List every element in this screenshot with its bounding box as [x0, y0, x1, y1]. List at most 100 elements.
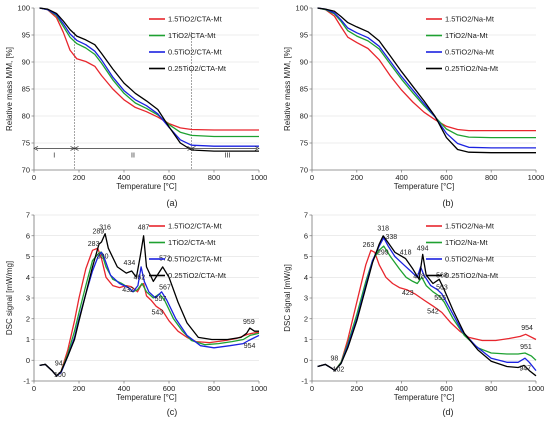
legend-label: 0.5TiO2/Na-Mt — [445, 255, 495, 264]
peak-annotation: 318 — [377, 226, 389, 233]
y-tick-label: 80 — [300, 112, 308, 121]
peak-annotation: 462 — [133, 274, 145, 281]
peak-annotation: 555 — [434, 295, 446, 302]
series-line-1TiO2/Na-Mt — [317, 7, 536, 139]
x-axis-label: Temperature [°C] — [394, 182, 455, 191]
x-tick-label: 0 — [32, 173, 36, 182]
peak-annotation: 423 — [402, 290, 414, 297]
y-tick-label: 5 — [26, 252, 30, 261]
x-tick-label: 400 — [395, 384, 408, 393]
peak-annotation: 434 — [124, 260, 136, 267]
peak-annotation: 338 — [385, 234, 397, 241]
x-tick-label: 600 — [163, 384, 176, 393]
y-tick-label: 70 — [22, 166, 30, 175]
peak-annotation: 289 — [93, 229, 105, 236]
y-tick-label: 0 — [304, 356, 308, 365]
peak-annotation: 563 — [436, 285, 448, 292]
x-tick-label: 200 — [73, 173, 86, 182]
legend-label: 0.25TiO2/CTA-Mt — [168, 64, 227, 73]
y-tick-label: 2 — [304, 314, 308, 323]
x-tick-label: 600 — [440, 384, 453, 393]
y-tick-label: 3 — [26, 294, 30, 303]
y-tick-label: 6 — [304, 231, 308, 240]
x-tick-label: 800 — [208, 173, 221, 182]
peak-annotation: 100 — [54, 372, 66, 379]
x-tick-label: 400 — [118, 173, 131, 182]
y-tick-label: 5 — [304, 252, 308, 261]
panel-label: (d) — [443, 407, 454, 417]
y-tick-label: 95 — [22, 31, 30, 40]
peak-annotation: 300 — [97, 254, 109, 261]
series-line-0.5TiO2/CTA-Mt — [39, 7, 259, 147]
chart-panel-a: 0 200 400 600 800 1000 70 75 80 85 90 95 100 Temperat… — [5, 4, 267, 191]
x-axis-label: Temperature [°C] — [116, 182, 177, 191]
y-tick-label: 3 — [304, 294, 308, 303]
peak-annotation: 299 — [377, 249, 389, 256]
series-line-1TiO2/Na-Mt — [317, 245, 537, 372]
legend-label: 1.5TiO2/CTA-Mt — [168, 222, 223, 231]
peak-annotation: 951 — [520, 344, 532, 351]
legend-label: 1TiO2/Na-Mt — [445, 31, 489, 40]
peak-annotation: 316 — [99, 225, 111, 232]
x-tick-label: 0 — [310, 173, 314, 182]
x-tick-label: 1000 — [251, 173, 268, 182]
x-tick-label: 0 — [32, 384, 36, 393]
series-line-0.5TiO2/Na-Mt — [317, 7, 536, 149]
series-line-1.5TiO2/CTA-Mt — [39, 247, 260, 377]
y-tick-label: 1 — [304, 335, 308, 344]
y-tick-label: 100 — [295, 4, 308, 13]
y-tick-label: 85 — [300, 85, 308, 94]
y-tick-label: 1 — [26, 335, 30, 344]
y-axis-label: Relative mass M/M, [%] — [5, 47, 14, 131]
y-tick-label: 7 — [26, 211, 30, 220]
y-tick-label: 100 — [17, 4, 30, 13]
x-tick-label: 0 — [310, 384, 314, 393]
x-tick-label: 600 — [163, 173, 176, 182]
x-tick-label: 1000 — [528, 384, 545, 393]
y-tick-label: 7 — [304, 211, 308, 220]
y-tick-label: -1 — [23, 377, 30, 386]
y-tick-label: -1 — [301, 377, 308, 386]
panel-label: (c) — [167, 407, 178, 417]
y-tick-label: 90 — [300, 58, 308, 67]
x-tick-label: 200 — [351, 384, 364, 393]
peak-annotation: 543 — [151, 310, 163, 317]
series-line-0.5TiO2/Na-Mt — [317, 237, 537, 372]
peak-annotation: 418 — [400, 249, 412, 256]
x-tick-label: 200 — [351, 173, 364, 182]
region-arrowhead — [33, 146, 39, 151]
series-line-0.25TiO2/Na-Mt — [317, 235, 537, 377]
legend-label: 0.5TiO2/Na-Mt — [445, 48, 495, 57]
peak-annotation: 567 — [159, 285, 171, 292]
legend-label: 0.25TiO2/Na-Mt — [445, 271, 499, 280]
series-line-1.5TiO2/Na-Mt — [317, 7, 536, 132]
series-line-0.25TiO2/Na-Mt — [317, 7, 536, 154]
x-tick-label: 800 — [485, 384, 498, 393]
peak-annotation: 98 — [331, 355, 339, 362]
peak-annotation: 959 — [243, 319, 255, 326]
legend-label: 0.25TiO2/Na-Mt — [445, 64, 499, 73]
legend-label: 1.5TiO2/Na-Mt — [445, 222, 495, 231]
region-arrowhead — [254, 146, 260, 151]
peak-annotation: 954 — [521, 325, 533, 332]
y-tick-label: 70 — [300, 166, 308, 175]
peak-annotation: 478 — [413, 273, 425, 280]
legend-label: 1.5TiO2/CTA-Mt — [168, 15, 223, 24]
x-tick-label: 800 — [485, 173, 498, 182]
peak-annotation: 102 — [333, 367, 345, 374]
legend-label: 1TiO2/CTA-Mt — [168, 31, 216, 40]
x-tick-label: 400 — [118, 384, 131, 393]
legend-label: 0.25TiO2/CTA-Mt — [168, 271, 227, 280]
peak-annotation: 283 — [88, 241, 100, 248]
peak-annotation: 487 — [138, 225, 150, 232]
panel-label: (a) — [167, 198, 178, 208]
y-axis-label: Relative mass M/M, [%] — [283, 47, 292, 131]
y-tick-label: 0 — [26, 356, 30, 365]
peak-annotation: 494 — [417, 245, 429, 252]
x-tick-label: 1000 — [251, 384, 268, 393]
peak-annotation: 954 — [244, 343, 256, 350]
y-tick-label: 95 — [300, 31, 308, 40]
